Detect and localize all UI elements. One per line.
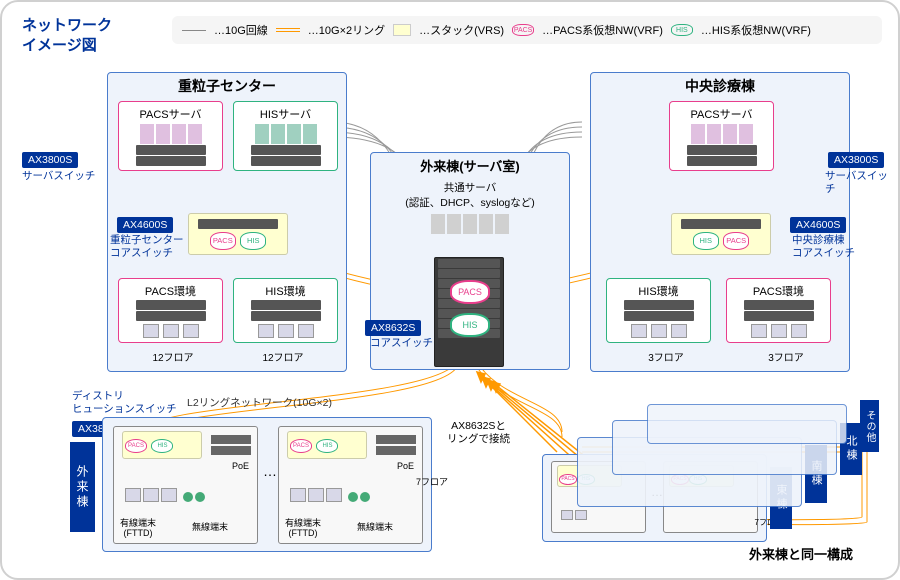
g2-wired: 有線端末 (FTTD) xyxy=(285,519,321,539)
heavy-ax4600s-badge: AX4600S xyxy=(117,217,173,233)
gairai-floor-1: PACS HIS PoE 有線端末 (FTTD) 無線端末 xyxy=(113,426,258,544)
g1-wireless: 無線端末 xyxy=(192,520,228,533)
diag-pacs-env-label: PACS環境 xyxy=(753,286,804,298)
vtab-sonota: その他 xyxy=(860,400,879,452)
heavy-his-env-label: HIS環境 xyxy=(265,286,305,298)
heavy-his-env: HIS環境 xyxy=(233,278,338,343)
rack-pacs-cyl: PACS xyxy=(450,280,490,304)
block-gairai: PACS HIS PoE 有線端末 (FTTD) 無線端末 … PACS HIS… xyxy=(102,417,432,552)
g1-poe: PoE xyxy=(232,461,249,471)
title-line2: イメージ図 xyxy=(22,37,97,54)
legend-stack-label: …スタック(VRS) xyxy=(419,22,504,38)
diag-pacs-srv-label: PACSサーバ xyxy=(690,109,752,121)
diag-his-env-label: HIS環境 xyxy=(638,286,678,298)
diag-ax3800s-badge: AX3800S xyxy=(828,152,884,168)
diag-srv-sw-label: サーバスイッチ xyxy=(825,170,898,195)
legend-ring-label: …10G×2リング xyxy=(308,22,385,38)
g2-f7: 7フロア xyxy=(416,475,448,488)
g2-wireless: 無線端末 xyxy=(357,520,393,533)
heavy-pacs-srv: PACSサーバ xyxy=(118,101,223,171)
heavy-pacs-env: PACS環境 xyxy=(118,278,223,343)
g2-poe: PoE xyxy=(397,461,414,471)
legend-pacs-icon: PACS xyxy=(512,24,534,36)
legend-pacs-label: …PACS系仮想NW(VRF) xyxy=(542,22,663,38)
diagram-canvas: ネットワーク イメージ図 …10G回線 …10G×2リング …スタック(VRS)… xyxy=(0,0,900,580)
g1-his: HIS xyxy=(151,439,173,453)
ax8632s-badge: AX8632S xyxy=(365,320,421,336)
vtab-gairai: 外来棟 xyxy=(70,442,95,532)
diag-pacs-env: PACS環境 xyxy=(726,278,831,343)
heavy-his-floor: 12フロア xyxy=(238,349,328,364)
g2-pacs: PACS xyxy=(290,439,312,453)
diag-pacs-cyl: PACS xyxy=(723,232,749,250)
heavy-his-cyl: HIS xyxy=(240,232,266,250)
diag-ax4600s-badge: AX4600S xyxy=(790,217,846,233)
core-rack: PACS HIS xyxy=(434,257,504,367)
diag-his-cyl: HIS xyxy=(693,232,719,250)
outpt-title: 外来棟(サーバ室) xyxy=(371,153,569,178)
heavy-core-label: 重粒子センター コアスイッチ xyxy=(110,234,184,259)
heavy-pacs-env-label: PACS環境 xyxy=(145,286,196,298)
l2ring-label: L2リングネットワーク(10G×2) xyxy=(187,397,332,410)
diag-title: 中央診療棟 xyxy=(591,73,849,99)
diag-core-label: 中央診療棟 コアスイッチ xyxy=(792,234,855,259)
heavy-pacs-srv-label: PACSサーバ xyxy=(139,109,201,121)
diag-pacs-srv: PACSサーバ xyxy=(669,101,774,171)
heavy-srv-sw-label: サーバスイッチ xyxy=(22,170,95,183)
legend-his-label: …HIS系仮想NW(VRF) xyxy=(701,22,811,38)
diag-his-floor: 3フロア xyxy=(621,349,711,364)
legend-10g-line xyxy=(182,30,206,31)
diagram-title: ネットワーク イメージ図 xyxy=(22,16,112,55)
heavy-core-stack: PACS HIS xyxy=(188,213,288,255)
heavy-pacs-cyl: PACS xyxy=(210,232,236,250)
g1-pacs: PACS xyxy=(125,439,147,453)
e1-pacs: PACS xyxy=(559,474,577,485)
g2-his: HIS xyxy=(316,439,338,453)
ring-conn-label: AX8632Sと リングで接続 xyxy=(447,420,510,445)
outpt-common-label: 共通サーバ (認証、DHCP、syslogなど) xyxy=(371,180,569,210)
legend: …10G回線 …10G×2リング …スタック(VRS) PACS …PACS系仮想… xyxy=(172,16,882,44)
heavy-his-srv: HISサーバ xyxy=(233,101,338,171)
heavy-title: 重粒子センター xyxy=(108,73,346,99)
g1-wired: 有線端末 (FTTD) xyxy=(120,519,156,539)
heavy-ax3800s-badge: AX3800S xyxy=(22,152,78,168)
same-config-label: 外来棟と同一構成 xyxy=(749,544,853,563)
diag-his-env: HIS環境 xyxy=(606,278,711,343)
gairai-floor-2: PACS HIS PoE 7フロア 有線端末 (FTTD) 無線端末 xyxy=(278,426,423,544)
diag-pacs-floor: 3フロア xyxy=(741,349,831,364)
legend-stack-box xyxy=(393,24,411,36)
diag-core-stack: HIS PACS xyxy=(671,213,771,255)
heavy-pacs-floor: 12フロア xyxy=(128,349,218,364)
legend-10g-label: …10G回線 xyxy=(214,22,268,38)
rack-his-cyl: HIS xyxy=(450,313,490,337)
legend-ring-line xyxy=(276,28,300,32)
dist-sw-label: ディストリ ヒューションスイッチ xyxy=(72,390,177,415)
legend-his-icon: HIS xyxy=(671,24,693,36)
heavy-his-srv-label: HISサーバ xyxy=(260,109,311,121)
block-other xyxy=(647,404,847,444)
title-line1: ネットワーク xyxy=(22,17,112,34)
core-sw-label: コアスイッチ xyxy=(370,337,433,350)
